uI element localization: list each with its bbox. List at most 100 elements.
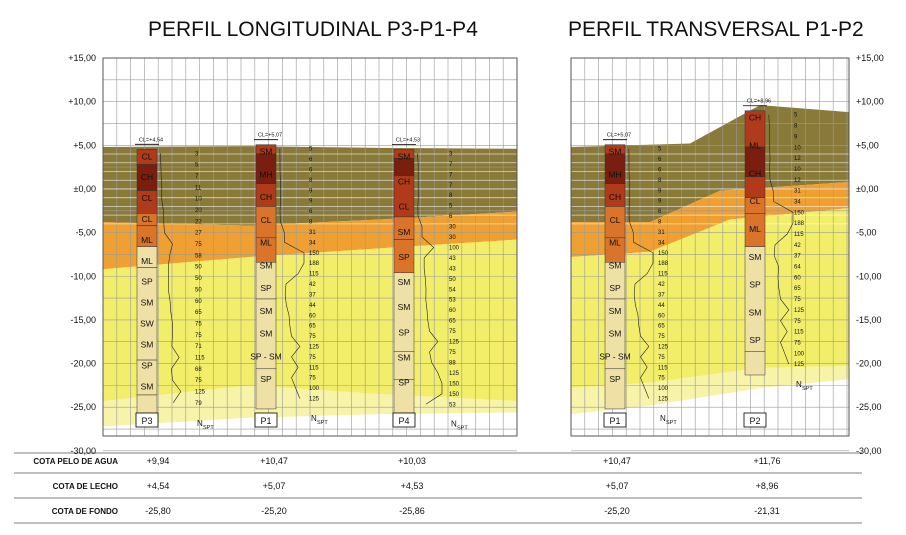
nspt-value: 125 [449,371,460,377]
borehole-layer-label: SM [260,306,273,316]
nspt-value: 34 [794,199,801,205]
borehole-layer-label: CL [142,151,153,161]
nspt-value: 37 [658,292,665,298]
nspt-value: 8 [794,124,798,130]
nspt-value: 22 [195,219,202,225]
borehole-layer-label: SP [749,335,761,345]
nspt-value: 64 [794,265,801,271]
nspt-curve [417,153,443,405]
nspt-value: 115 [309,365,319,371]
nspt-value: 125 [658,344,669,350]
borehole-layer-label: CL [610,215,621,225]
nspt-value: 50 [195,276,202,282]
nspt-value: 115 [658,365,668,371]
nspt-value: 30 [449,225,456,231]
nspt-value: 75 [658,334,665,340]
borehole-layer-label: CH [749,168,761,178]
nspt-value: 43 [449,266,456,272]
nspt-value: 11 [195,185,202,191]
nspt-value: 115 [658,272,668,278]
nspt-value: 42 [309,282,316,288]
cl-marker-label: CL=+5,07 [258,133,282,139]
borehole-layer-label: CH [609,192,621,202]
table-cell-value: +4,53 [401,481,424,491]
borehole-layer-label: CH [260,192,272,202]
axis-tick-label: +5,00 [73,140,96,150]
table-cell-value: +11,76 [753,456,780,466]
nspt-value: 8 [449,193,453,199]
borehole-layer-label: SP [398,252,410,262]
nspt-value: 37 [309,292,316,298]
borehole-id-box [254,412,278,428]
axis-tick-label: +15,00 [68,53,96,63]
nspt-value: 6 [309,157,313,163]
borehole-layer-label: SP - SM [599,351,631,361]
borehole-layer [744,351,766,376]
stratum-clay-transversal [571,105,849,223]
nspt-value: 188 [658,261,669,267]
nspt-value: 10 [794,167,801,173]
axis-tick-label: +15,00 [856,53,884,63]
nspt-value: 60 [794,275,801,281]
borehole-layer-label: ML [260,238,272,248]
borehole-layer-label: CL [399,202,410,212]
nspt-value: 125 [195,389,206,395]
axis-tick-label: -5,00 [856,228,877,238]
nspt-value: 100 [658,386,669,392]
nspt-value: 42 [794,243,801,249]
borehole-layer-label: SM [398,227,411,237]
borehole-layer-label: MH [259,169,272,179]
borehole-layer [604,368,626,410]
nspt-value: 75 [794,297,801,303]
nspt-axis-sublabel: SPT [802,386,813,392]
nspt-value: 5 [195,163,199,169]
nspt-curve [628,148,654,399]
nspt-value: 65 [794,286,801,292]
nspt-value: 75 [195,378,202,384]
panel-frame-transversal [570,57,850,437]
nspt-value: 7 [195,174,199,180]
borehole-layer-label: SM [398,302,411,312]
nspt-value: 54 [449,287,456,293]
nspt-value: 125 [449,340,460,346]
table-cell-value: +10,47 [603,456,631,466]
borehole-layer [744,176,766,198]
nspt-value: 65 [449,319,456,325]
nspt-value: 71 [195,344,202,350]
nspt-value: 10 [195,197,202,203]
nspt-axis-label: N [451,420,457,429]
borehole-p1-t [603,139,654,428]
nspt-value: 75 [658,376,665,382]
table-cell-value: +5,07 [263,481,286,491]
nspt-axis-sublabel: SPT [666,420,677,426]
nspt-value: 53 [449,402,456,408]
nspt-value: 100 [309,386,320,392]
nspt-value: 50 [449,277,456,283]
table-row-label: COTA DE FONDO [52,507,118,516]
nspt-value: 75 [309,334,316,340]
water-lines-longitudinal [103,153,517,225]
nspt-value: 88 [449,360,456,366]
borehole-p4 [392,144,443,428]
nspt-value: 150 [449,392,460,398]
nspt-value: 68 [195,367,202,373]
nspt-value: 150 [658,251,669,257]
table-cell-value: +8,96 [756,481,779,491]
borehole-layer-label: SM [609,147,622,157]
nspt-value: 7 [449,183,453,189]
nspt-value: 9 [309,188,313,194]
borehole-layer-label: ML [749,141,761,151]
axis-tick-label: -15,00 [70,315,96,325]
axis-tick-label: -25,00 [70,402,96,412]
borehole-layer-label: MH [608,169,621,179]
nspt-value: 12 [794,156,801,162]
nspt-value: 79 [195,401,202,407]
borehole-id-label: P2 [749,416,760,426]
nspt-value: 150 [449,381,460,387]
nspt-value: 115 [309,272,319,278]
nspt-value: 31 [794,189,801,195]
nspt-value: 60 [658,313,665,319]
borehole-layer-label: SP [260,374,272,384]
borehole-layer-label: CH [398,177,410,187]
nspt-value: 125 [309,344,320,350]
